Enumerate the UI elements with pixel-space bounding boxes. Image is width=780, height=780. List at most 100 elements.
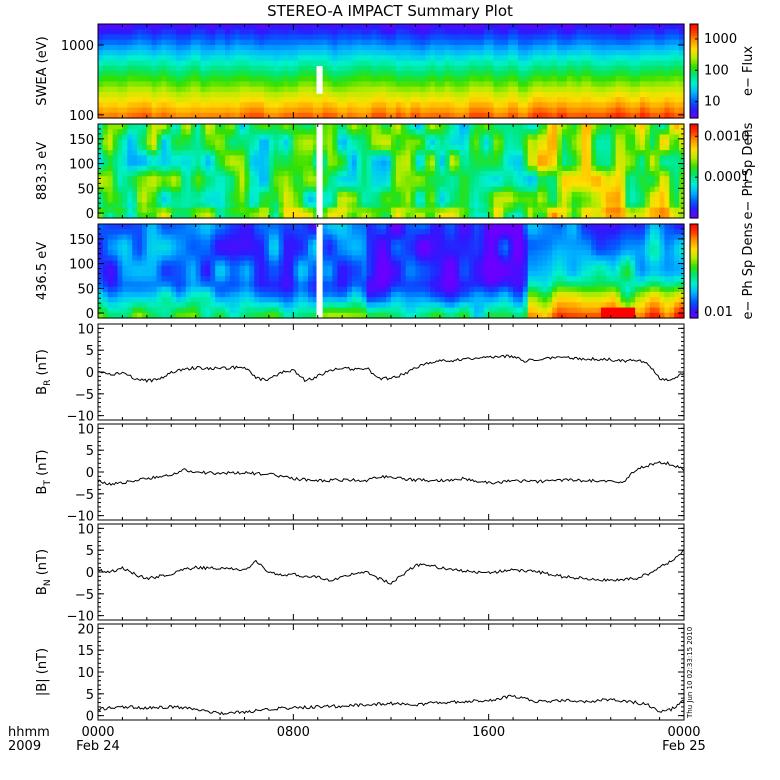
- heatmap-cell: [537, 71, 543, 77]
- heatmap-cell: [141, 124, 148, 130]
- heatmap-cell: [351, 150, 358, 156]
- heatmap-cell: [381, 97, 387, 103]
- heatmap-cell: [410, 81, 417, 88]
- heatmap-cell: [200, 150, 207, 156]
- heatmap-cell: [679, 139, 685, 146]
- heatmap-cell: [137, 202, 143, 209]
- heatmap-cell: [361, 102, 368, 109]
- heatmap-cell: [264, 107, 270, 114]
- heatmap-cell: [107, 307, 114, 314]
- heatmap-cell: [620, 191, 626, 198]
- heatmap-cell: [547, 150, 553, 156]
- heatmap-cell: [566, 55, 573, 62]
- heatmap-cell: [195, 271, 202, 277]
- heatmap-cell: [361, 91, 368, 98]
- heatmap-cell: [273, 91, 280, 98]
- heatmap-cell: [366, 181, 373, 188]
- heatmap-cell: [107, 139, 114, 146]
- heatmap-cell: [454, 129, 460, 136]
- heatmap-cell: [630, 107, 636, 114]
- heatmap-cell: [498, 150, 504, 156]
- heatmap-cell: [195, 160, 202, 167]
- heatmap-cell: [649, 50, 656, 56]
- heatmap-cell: [132, 34, 138, 41]
- heatmap-cell: [283, 29, 290, 36]
- heatmap-cell: [400, 129, 407, 136]
- heatmap-cell: [586, 197, 592, 203]
- heatmap-cell: [576, 50, 583, 56]
- heatmap-cell: [171, 60, 177, 67]
- heatmap-cell: [132, 24, 138, 30]
- heatmap-cell: [600, 212, 607, 219]
- heatmap-cell: [605, 107, 612, 114]
- heatmap-cell: [166, 260, 172, 267]
- heatmap-cell: [649, 129, 656, 136]
- heatmap-cell: [259, 44, 265, 51]
- heatmap-cell: [425, 124, 431, 130]
- heatmap-cell: [268, 212, 275, 219]
- heatmap-cell: [127, 250, 133, 256]
- heatmap-cell: [200, 212, 207, 219]
- heatmap-cell: [366, 50, 373, 56]
- heatmap-cell: [146, 271, 153, 277]
- heatmap-cell: [137, 181, 143, 188]
- heatmap-cell: [312, 212, 319, 219]
- heatmap-cell: [200, 155, 207, 162]
- heatmap-cell: [586, 171, 592, 177]
- heatmap-cell: [332, 86, 338, 93]
- heatmap-cell: [591, 139, 597, 146]
- heatmap-cell: [557, 171, 563, 177]
- heatmap-cell: [478, 181, 485, 188]
- heatmap-cell: [669, 139, 675, 146]
- heatmap-cell: [376, 124, 382, 130]
- heatmap-cell: [571, 34, 578, 41]
- heatmap-cell: [224, 202, 231, 209]
- heatmap-cell: [156, 112, 163, 119]
- heatmap-cell: [664, 181, 670, 188]
- heatmap-cell: [307, 81, 314, 88]
- heatmap-cell: [654, 150, 661, 156]
- heatmap-cell: [649, 102, 656, 109]
- heatmap-cell: [410, 60, 417, 67]
- heatmap-cell: [356, 160, 363, 167]
- heatmap-cell: [542, 112, 548, 119]
- heatmap-cell: [596, 181, 602, 188]
- heatmap-cell: [679, 91, 685, 98]
- heatmap-cell: [493, 39, 500, 46]
- heatmap-cell: [561, 181, 568, 188]
- heatmap-cell: [327, 29, 333, 36]
- heatmap-cell: [576, 144, 583, 151]
- heatmap-cell: [527, 155, 534, 162]
- heatmap-cell: [669, 176, 675, 183]
- heatmap-cell: [361, 186, 368, 193]
- heatmap-cell: [542, 44, 548, 51]
- heatmap-cell: [537, 60, 543, 67]
- heatmap-cell: [415, 50, 421, 56]
- heatmap-cell: [117, 312, 124, 319]
- heatmap-cell: [122, 44, 128, 51]
- heatmap-cell: [483, 55, 490, 62]
- heatmap-cell: [552, 160, 558, 167]
- heatmap-cell: [405, 29, 412, 36]
- heatmap-cell: [386, 176, 392, 183]
- heatmap-cell: [625, 50, 631, 56]
- heatmap-cell: [478, 81, 485, 88]
- heatmap-cell: [234, 29, 241, 36]
- heatmap-cell: [137, 250, 143, 256]
- heatmap-cell: [610, 91, 617, 98]
- heatmap-cell: [469, 86, 475, 93]
- heatmap-cell: [127, 281, 133, 288]
- heatmap-cell: [386, 97, 392, 103]
- heatmap-cell: [600, 160, 607, 167]
- heatmap-cell: [176, 229, 182, 236]
- heatmap-cell: [347, 144, 353, 151]
- heatmap-cell: [430, 91, 436, 98]
- heatmap-cell: [156, 255, 163, 262]
- heatmap-cell: [224, 91, 231, 98]
- heatmap-cell: [356, 197, 363, 203]
- heatmap-cell: [351, 76, 358, 83]
- heatmap-cell: [434, 171, 441, 177]
- heatmap-cell: [444, 44, 451, 51]
- heatmap-cell: [132, 202, 138, 209]
- heatmap-cell: [278, 107, 285, 114]
